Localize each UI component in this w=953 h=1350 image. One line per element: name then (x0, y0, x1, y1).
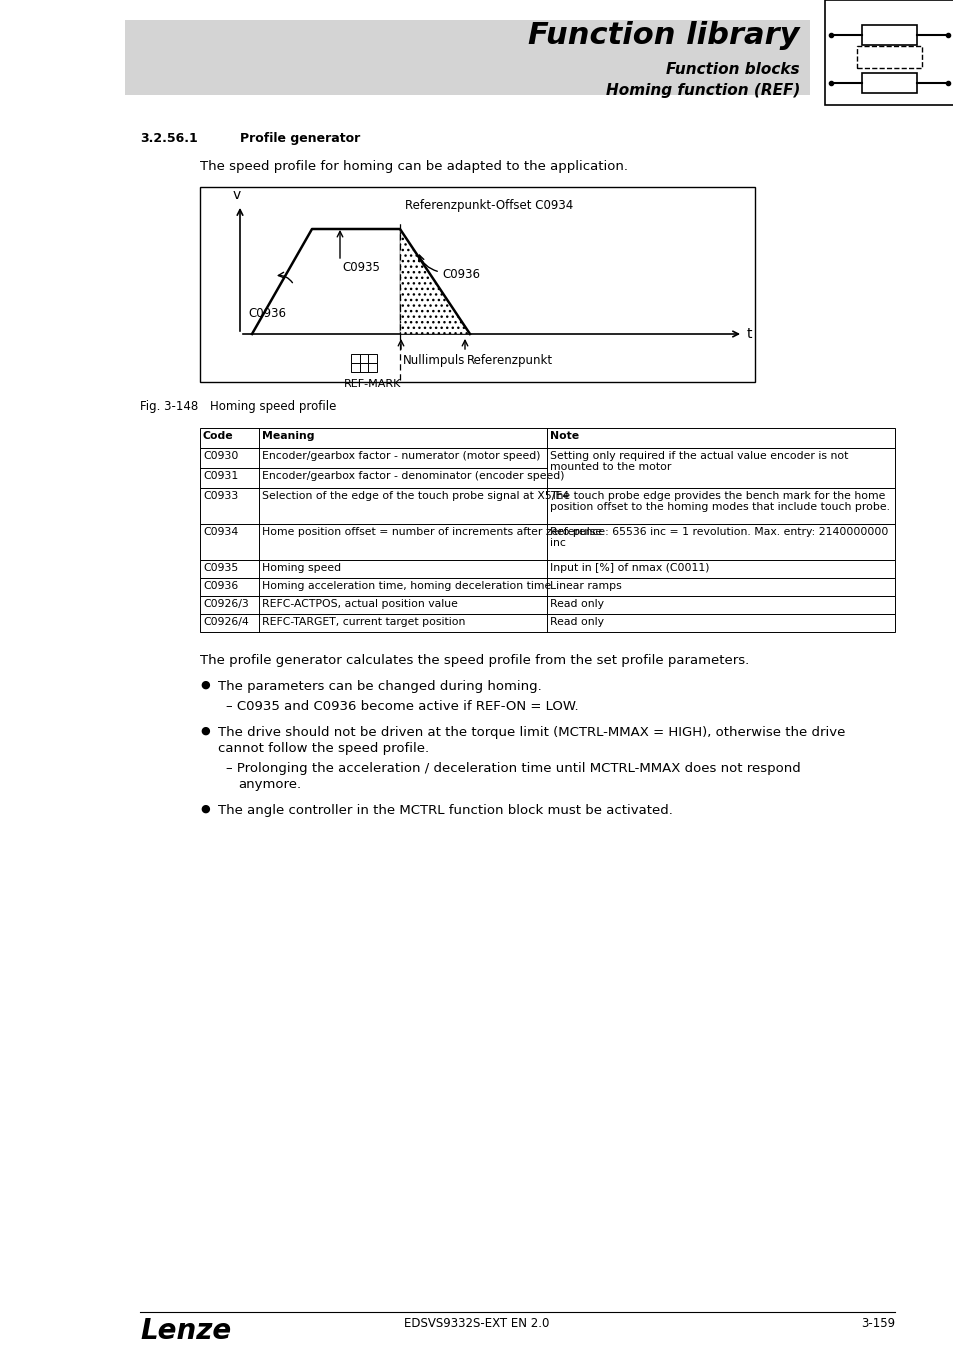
Bar (200, 614, 894, 632)
Text: Input in [%] of nmax (C0011): Input in [%] of nmax (C0011) (550, 563, 709, 572)
Text: Encoder/gearbox factor - denominator (encoder speed): Encoder/gearbox factor - denominator (en… (262, 471, 564, 481)
Text: Nullimpuls: Nullimpuls (402, 354, 465, 367)
Text: Profile generator: Profile generator (240, 132, 360, 144)
Bar (200, 487, 894, 524)
Bar (824, 0, 953, 105)
Text: C0936: C0936 (248, 306, 286, 320)
Text: Function library: Function library (528, 20, 800, 50)
Text: EDSVS9332S-EXT EN 2.0: EDSVS9332S-EXT EN 2.0 (404, 1318, 549, 1330)
Text: C0934: C0934 (203, 526, 238, 537)
Text: Lenze: Lenze (140, 1318, 231, 1345)
Text: ●: ● (200, 805, 210, 814)
Bar (359, 354, 368, 363)
Text: Home position offset = number of increments after zero pulse: Home position offset = number of increme… (262, 526, 601, 537)
Bar (368, 363, 376, 373)
Text: C0926/3: C0926/3 (203, 599, 249, 609)
Polygon shape (399, 230, 470, 333)
Text: Setting only required if the actual value encoder is not: Setting only required if the actual valu… (550, 451, 848, 460)
Text: C0935: C0935 (203, 563, 238, 572)
Text: t: t (746, 327, 752, 342)
Bar (200, 188, 754, 382)
Bar (125, 20, 809, 95)
Bar (856, 46, 921, 68)
Text: Meaning: Meaning (262, 431, 314, 441)
Text: – C0935 and C0936 become active if REF-ON = LOW.: – C0935 and C0936 become active if REF-O… (226, 701, 578, 713)
Text: Referenzpunkt: Referenzpunkt (467, 354, 553, 367)
Text: Function blocks: Function blocks (666, 62, 800, 77)
Bar (359, 363, 368, 373)
Text: Selection of the edge of the touch probe signal at X5/E4: Selection of the edge of the touch probe… (262, 491, 569, 501)
Text: 3-159: 3-159 (860, 1318, 894, 1330)
Bar (351, 354, 359, 363)
Text: v: v (233, 188, 241, 202)
Text: Reference: 65536 inc = 1 revolution. Max. entry: 2140000000: Reference: 65536 inc = 1 revolution. Max… (550, 526, 888, 537)
Text: Referenzpunkt-Offset C0934: Referenzpunkt-Offset C0934 (405, 198, 573, 212)
Bar (200, 595, 894, 614)
Text: – Prolonging the acceleration / deceleration time until MCTRL-MMAX does not resp: – Prolonging the acceleration / decelera… (226, 761, 800, 775)
Text: 3.2.56.1: 3.2.56.1 (140, 132, 197, 144)
Text: mounted to the motor: mounted to the motor (550, 462, 671, 472)
Bar (351, 363, 359, 373)
Bar (200, 448, 894, 487)
Text: ●: ● (200, 726, 210, 736)
Bar (200, 524, 894, 560)
Text: ●: ● (200, 680, 210, 690)
Text: C0930: C0930 (203, 451, 238, 460)
Text: C0933: C0933 (203, 491, 238, 501)
Bar (200, 578, 894, 595)
Bar (862, 26, 916, 45)
Text: Homing speed: Homing speed (262, 563, 341, 572)
Text: C0936: C0936 (441, 269, 479, 281)
Text: C0926/4: C0926/4 (203, 617, 249, 626)
Text: Homing speed profile: Homing speed profile (210, 400, 336, 413)
Bar (200, 428, 894, 448)
Text: C0936: C0936 (203, 580, 238, 591)
Bar (368, 354, 376, 363)
Text: Fig. 3-148: Fig. 3-148 (140, 400, 198, 413)
Text: anymore.: anymore. (237, 778, 301, 791)
Text: C0931: C0931 (203, 471, 238, 481)
Text: Linear ramps: Linear ramps (550, 580, 621, 591)
Text: The speed profile for homing can be adapted to the application.: The speed profile for homing can be adap… (200, 161, 627, 173)
Text: The parameters can be changed during homing.: The parameters can be changed during hom… (218, 680, 541, 693)
Text: Note: Note (550, 431, 579, 441)
Text: C0935: C0935 (341, 261, 379, 274)
Text: cannot follow the speed profile.: cannot follow the speed profile. (218, 743, 429, 755)
Text: REF-MARK: REF-MARK (344, 379, 401, 389)
Text: inc: inc (550, 539, 566, 548)
Text: The angle controller in the MCTRL function block must be activated.: The angle controller in the MCTRL functi… (218, 805, 672, 817)
Text: The drive should not be driven at the torque limit (MCTRL-MMAX = HIGH), otherwis: The drive should not be driven at the to… (218, 726, 844, 738)
Bar (200, 560, 894, 578)
Text: Encoder/gearbox factor - numerator (motor speed): Encoder/gearbox factor - numerator (moto… (262, 451, 540, 460)
Text: Homing function (REF): Homing function (REF) (605, 82, 800, 97)
Text: Homing acceleration time, homing deceleration time: Homing acceleration time, homing deceler… (262, 580, 551, 591)
Text: Code: Code (203, 431, 233, 441)
Text: The profile generator calculates the speed profile from the set profile paramete: The profile generator calculates the spe… (200, 653, 748, 667)
Text: REFC-ACTPOS, actual position value: REFC-ACTPOS, actual position value (262, 599, 457, 609)
Text: position offset to the homing modes that include touch probe.: position offset to the homing modes that… (550, 502, 889, 512)
Text: Read only: Read only (550, 599, 604, 609)
Text: REFC-TARGET, current target position: REFC-TARGET, current target position (262, 617, 465, 626)
Text: The touch probe edge provides the bench mark for the home: The touch probe edge provides the bench … (550, 491, 885, 501)
Text: Read only: Read only (550, 617, 604, 626)
Bar (862, 73, 916, 93)
